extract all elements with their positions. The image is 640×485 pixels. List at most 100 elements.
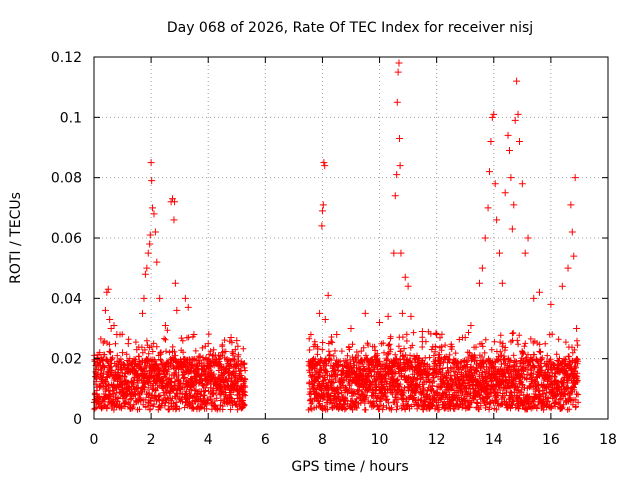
roti-point xyxy=(491,180,499,188)
roti-point xyxy=(488,113,496,121)
x-tick-label: 8 xyxy=(318,432,327,448)
roti-point xyxy=(204,340,212,348)
roti-point xyxy=(110,321,118,329)
roti-point xyxy=(571,174,579,182)
roti-point xyxy=(530,294,538,302)
roti-point xyxy=(104,285,112,293)
roti-point xyxy=(319,201,327,209)
roti-point xyxy=(99,376,107,384)
roti-point xyxy=(318,222,326,230)
roti-point xyxy=(384,312,392,320)
roti-series xyxy=(93,59,581,384)
roti-point xyxy=(395,59,403,67)
chart-title: Day 068 of 2026, Rate Of TEC Index for r… xyxy=(167,20,533,36)
roti-point xyxy=(397,249,405,257)
roti-point xyxy=(393,171,401,179)
x-axis-label: GPS time / hours xyxy=(291,459,408,475)
x-tick-label: 4 xyxy=(204,432,213,448)
axis-ticks: 0 2 4 6 8 10 12 14 16 18 0 0.02 0.04 0.06 0.08 0.1 0.12 xyxy=(51,50,617,448)
y-tick-label: 0.08 xyxy=(51,171,82,187)
x-tick-label: 2 xyxy=(147,432,156,448)
roti-point xyxy=(173,306,181,314)
x-tick-label: 18 xyxy=(599,432,617,448)
roti-point xyxy=(511,116,519,124)
roti-point xyxy=(567,201,575,209)
roti-point xyxy=(148,177,156,185)
roti-point xyxy=(484,204,492,212)
roti-point xyxy=(119,349,127,357)
roti-point xyxy=(106,315,114,323)
y-tick-label: 0.06 xyxy=(51,231,82,247)
roti-point xyxy=(324,291,332,299)
grid xyxy=(94,57,608,419)
roti-point xyxy=(141,270,149,278)
x-tick-label: 12 xyxy=(428,432,446,448)
x-tick-label: 6 xyxy=(261,432,270,448)
roti-point xyxy=(495,249,503,257)
roti-point xyxy=(140,294,148,302)
x-tick-label: 16 xyxy=(542,432,560,448)
roti-point xyxy=(467,321,475,329)
roti-noise-band xyxy=(91,327,582,413)
roti-point xyxy=(535,288,543,296)
roti-point xyxy=(151,228,159,236)
roti-point xyxy=(143,264,151,272)
roti-point xyxy=(361,309,369,317)
roti-point xyxy=(171,198,179,206)
roti-point xyxy=(485,168,493,176)
roti-point xyxy=(498,279,506,287)
roti-point xyxy=(146,240,154,248)
roti-point xyxy=(398,309,406,317)
roti-noise-markers xyxy=(91,327,582,413)
roti-point xyxy=(310,343,318,351)
roti-point xyxy=(219,349,226,357)
roti-point xyxy=(514,110,522,118)
roti-point xyxy=(190,331,198,339)
roti-point xyxy=(515,137,523,145)
roti-point xyxy=(318,207,326,215)
roti-point xyxy=(233,337,241,345)
y-tick-label: 0.1 xyxy=(60,110,82,126)
roti-point xyxy=(124,340,132,348)
roti-point xyxy=(320,159,328,167)
roti-point xyxy=(227,334,235,342)
roti-point xyxy=(181,294,189,302)
roti-point xyxy=(493,216,501,224)
roti-point xyxy=(481,234,489,242)
roti-point xyxy=(418,328,426,336)
roti-point xyxy=(570,252,578,260)
roti-point xyxy=(396,134,404,142)
x-tick-label: 0 xyxy=(90,432,99,448)
roti-point xyxy=(347,325,355,332)
roti-point xyxy=(184,303,192,311)
roti-point xyxy=(107,325,115,332)
roti-point xyxy=(393,98,401,106)
roti-point xyxy=(513,77,521,85)
roti-point xyxy=(170,216,178,224)
roti-point xyxy=(490,110,498,118)
roti-point xyxy=(501,189,509,197)
roti-point xyxy=(504,131,512,139)
roti-point xyxy=(103,288,111,296)
roti-point xyxy=(150,210,158,218)
roti-point xyxy=(568,228,576,236)
roti-point xyxy=(139,309,147,317)
roti-point xyxy=(153,258,161,266)
roti-point xyxy=(564,264,572,272)
roti-point xyxy=(407,312,415,320)
x-tick-label: 10 xyxy=(371,432,389,448)
roti-point xyxy=(401,273,409,281)
roti-point xyxy=(510,201,518,209)
roti-point xyxy=(96,349,104,357)
roti-point xyxy=(524,234,532,242)
roti-point xyxy=(321,162,329,170)
roti-point xyxy=(396,162,404,170)
y-tick-label: 0.12 xyxy=(51,50,82,66)
roti-point xyxy=(521,249,529,257)
y-tick-label: 0.02 xyxy=(51,352,82,368)
roti-point xyxy=(149,204,157,212)
roti-point xyxy=(161,321,169,329)
roti-point xyxy=(147,159,155,167)
roti-point xyxy=(558,282,566,290)
